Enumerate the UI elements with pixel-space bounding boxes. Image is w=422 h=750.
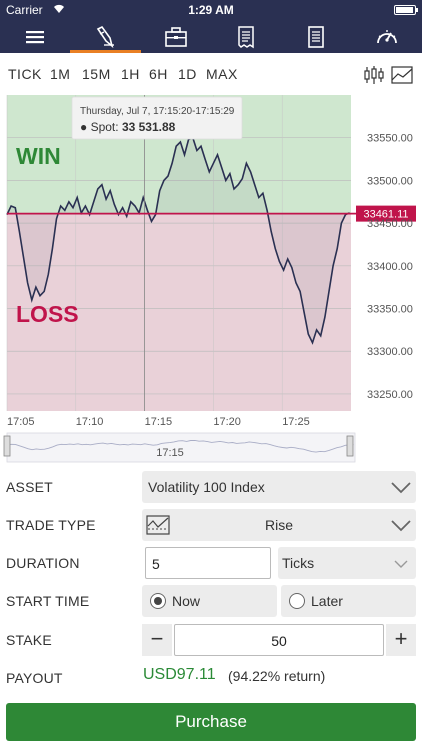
timeframe-bar: TICK 1M 15M 1H 6H 1D MAX — [0, 60, 422, 90]
purchase-button[interactable]: Purchase — [6, 703, 416, 741]
win-label: WIN — [16, 143, 61, 169]
nav-portfolio[interactable] — [141, 20, 211, 53]
navigator-handle-right — [346, 435, 354, 457]
x-tick-label: 17:20 — [213, 416, 241, 428]
price-chart[interactable]: 33461.11 33550.00 33500.00 33450.00 33400.00… — [0, 92, 422, 464]
series-area — [7, 137, 350, 343]
x-tick-label: 17:10 — [76, 416, 104, 428]
loss-label: LOSS — [16, 301, 79, 327]
duration-unit-select[interactable]: Ticks — [278, 547, 416, 579]
trade-icon — [97, 25, 115, 48]
stake-input[interactable]: 50 — [174, 624, 384, 656]
stake-row: STAKE − 50 + — [0, 624, 422, 656]
chart-svg: 33461.11 33550.00 33500.00 33450.00 33400.00… — [3, 95, 416, 463]
start-now-label: Now — [172, 593, 201, 609]
nav-menu[interactable] — [0, 20, 70, 53]
trade-type-row: TRADE TYPE Rise — [0, 509, 422, 541]
tooltip-box — [71, 96, 243, 140]
news-icon — [308, 25, 325, 48]
duration-row: DURATION 5 Ticks — [0, 547, 422, 579]
timeframe-tick[interactable]: TICK — [8, 66, 42, 82]
carrier-label: Carrier — [6, 3, 43, 17]
trade-type-value: Rise — [264, 517, 293, 533]
duration-value: 5 — [152, 556, 160, 572]
barrier-label-bg — [356, 205, 416, 222]
radio-unselected-icon — [289, 593, 305, 609]
x-tick-label: 17:25 — [282, 416, 310, 428]
chevron-down-icon — [391, 520, 411, 532]
payout-return: (94.22% return) — [228, 668, 326, 684]
y-tick-label: 33500.00 — [367, 175, 413, 187]
nav-news[interactable] — [281, 20, 351, 53]
wifi-icon — [52, 2, 66, 17]
top-bar: Carrier 1:29 AM — [0, 0, 422, 53]
status-time: 1:29 AM — [188, 3, 234, 17]
start-later-label: Later — [311, 593, 343, 609]
trade-type-select[interactable]: Rise — [142, 509, 416, 541]
asset-select[interactable]: Volatility 100 Index — [142, 471, 416, 503]
battery-icon — [394, 5, 418, 15]
barrier-label: 33461.11 — [363, 209, 408, 221]
nav-trade[interactable] — [70, 20, 141, 53]
timeframe-15m[interactable]: 15M — [82, 66, 111, 82]
timeframe-1m[interactable]: 1M — [50, 66, 71, 82]
tooltip-spot: ● Spot: 33 531.88 — [80, 120, 176, 134]
y-tick-label: 33250.00 — [367, 389, 413, 401]
payout-value: USD97.11 — [143, 666, 216, 683]
navigator-handle-left — [3, 435, 11, 457]
timeframe-6h[interactable]: 6H — [149, 66, 168, 82]
navigator-track — [6, 432, 356, 463]
duration-label: DURATION — [6, 555, 80, 571]
stake-decrement-button[interactable]: − — [142, 624, 172, 656]
duration-input[interactable]: 5 — [145, 547, 271, 579]
loss-zone — [7, 213, 351, 411]
y-tick-label: 33550.00 — [367, 133, 413, 145]
start-time-label: START TIME — [6, 593, 90, 609]
radio-selected-icon — [150, 593, 166, 609]
asset-label: ASSET — [6, 479, 53, 495]
navigator-label: 17:15 — [156, 447, 184, 459]
stake-value: 50 — [271, 633, 287, 649]
portfolio-icon — [165, 26, 187, 47]
y-tick-label: 33400.00 — [367, 261, 413, 273]
chevron-down-icon — [394, 560, 408, 568]
timeframe-1d[interactable]: 1D — [178, 66, 197, 82]
status-bar: Carrier 1:29 AM — [0, 0, 422, 20]
y-tick-label: 33450.00 — [367, 218, 413, 230]
candlestick-icon[interactable] — [363, 64, 385, 86]
tooltip-date: Thursday, Jul 7, 17:15:20-17:15:29 — [80, 106, 235, 117]
rise-icon — [146, 515, 170, 535]
start-now-radio[interactable]: Now — [142, 585, 277, 617]
payout-label: PAYOUT — [6, 670, 63, 686]
timeframe-max[interactable]: MAX — [206, 66, 238, 82]
nav-statement[interactable] — [211, 20, 281, 53]
x-tick-label: 17:15 — [145, 416, 173, 428]
asset-value: Volatility 100 Index — [148, 479, 265, 495]
y-tick-label: 33350.00 — [367, 304, 413, 316]
series-line — [6, 136, 350, 345]
asset-row: ASSET Volatility 100 Index — [0, 471, 422, 503]
main-nav — [0, 20, 422, 53]
duration-unit-value: Ticks — [282, 555, 315, 571]
navigator-line — [6, 439, 354, 453]
area-chart-icon[interactable] — [391, 64, 413, 86]
stake-label: STAKE — [6, 632, 52, 648]
x-tick-label: 17:05 — [7, 416, 35, 428]
stake-increment-button[interactable]: + — [386, 624, 416, 656]
nav-speed[interactable] — [352, 20, 422, 53]
y-tick-label: 33300.00 — [367, 346, 413, 358]
timeframe-1h[interactable]: 1H — [121, 66, 140, 82]
start-time-row: START TIME Now Later — [0, 585, 422, 617]
start-later-radio[interactable]: Later — [281, 585, 416, 617]
speed-icon — [376, 29, 397, 43]
menu-icon — [26, 30, 45, 43]
chevron-down-icon — [391, 482, 411, 494]
trade-type-label: TRADE TYPE — [6, 517, 96, 533]
payout-row: PAYOUT USD97.11 (94.22% return) — [0, 662, 422, 694]
statement-icon — [238, 25, 254, 48]
